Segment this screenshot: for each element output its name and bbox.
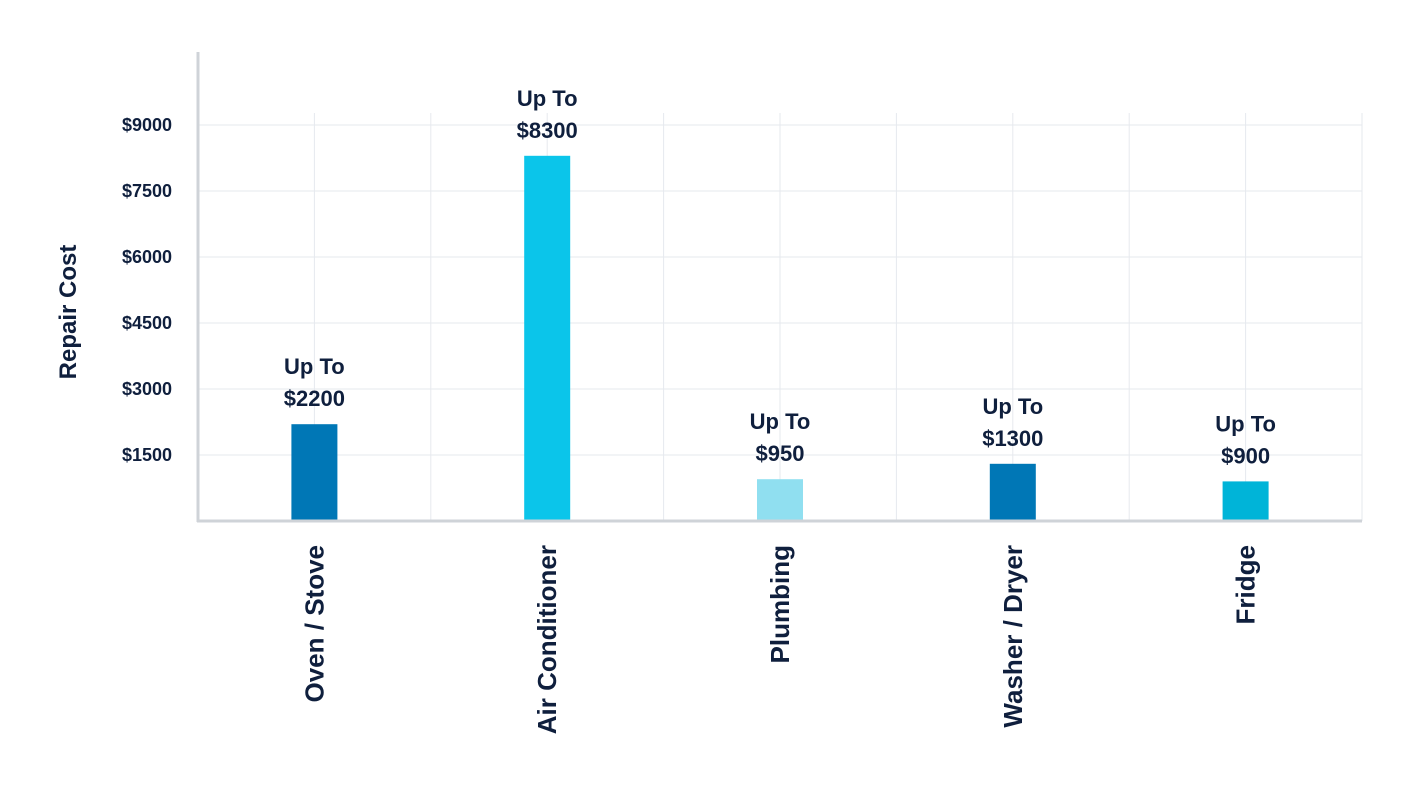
- category-label: Oven / Stove: [299, 545, 329, 703]
- category-label: Air Conditioner: [532, 545, 562, 734]
- y-tick-label: $9000: [122, 115, 172, 135]
- data-label: Up To: [982, 394, 1043, 419]
- data-label: $950: [756, 441, 805, 466]
- data-labels: Up To $2200 Up To $8300 Up To $950 Up To $1300 U…: [284, 86, 1276, 469]
- category-label: Fridge: [1231, 545, 1261, 624]
- bar: [291, 424, 338, 521]
- y-tick-label: $1500: [122, 445, 172, 465]
- category-label: Washer / Dryer: [998, 545, 1028, 728]
- axes: [196, 52, 1362, 523]
- data-label: Up To: [284, 354, 345, 379]
- y-tick-labels: $1500 $3000 $4500 $6000 $7500 $9000: [122, 115, 172, 465]
- category-labels: Oven / Stove Air Conditioner Plumbing Washe…: [299, 545, 1260, 734]
- bar: [989, 463, 1036, 521]
- data-label: Up To: [1215, 411, 1276, 436]
- bar: [1222, 481, 1269, 521]
- y-tick-label: $4500: [122, 313, 172, 333]
- data-label: Up To: [750, 409, 811, 434]
- y-tick-label: $7500: [122, 181, 172, 201]
- data-label: $2200: [284, 386, 345, 411]
- category-label: Plumbing: [765, 545, 795, 663]
- y-tick-label: $3000: [122, 379, 172, 399]
- bar: [757, 479, 803, 521]
- data-label: Up To: [517, 86, 578, 111]
- data-label: $1300: [982, 426, 1043, 451]
- data-label: $8300: [517, 118, 578, 143]
- bars: [291, 155, 1269, 522]
- data-label: $900: [1221, 443, 1270, 468]
- y-tick-label: $6000: [122, 247, 172, 267]
- y-axis-title: Repair Cost: [55, 245, 82, 380]
- bar: [524, 155, 571, 522]
